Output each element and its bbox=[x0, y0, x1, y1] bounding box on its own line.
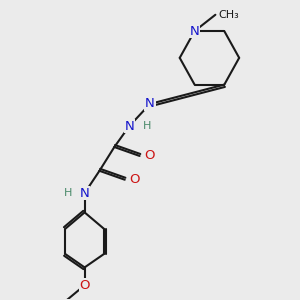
Text: O: O bbox=[144, 149, 154, 162]
Text: O: O bbox=[80, 279, 90, 292]
Text: N: N bbox=[124, 120, 134, 133]
Text: H: H bbox=[64, 188, 72, 198]
Text: H: H bbox=[142, 121, 151, 131]
Text: N: N bbox=[80, 187, 89, 200]
Text: O: O bbox=[129, 173, 140, 186]
Text: CH₃: CH₃ bbox=[218, 10, 239, 20]
Text: N: N bbox=[190, 25, 200, 38]
Text: N: N bbox=[145, 98, 155, 110]
